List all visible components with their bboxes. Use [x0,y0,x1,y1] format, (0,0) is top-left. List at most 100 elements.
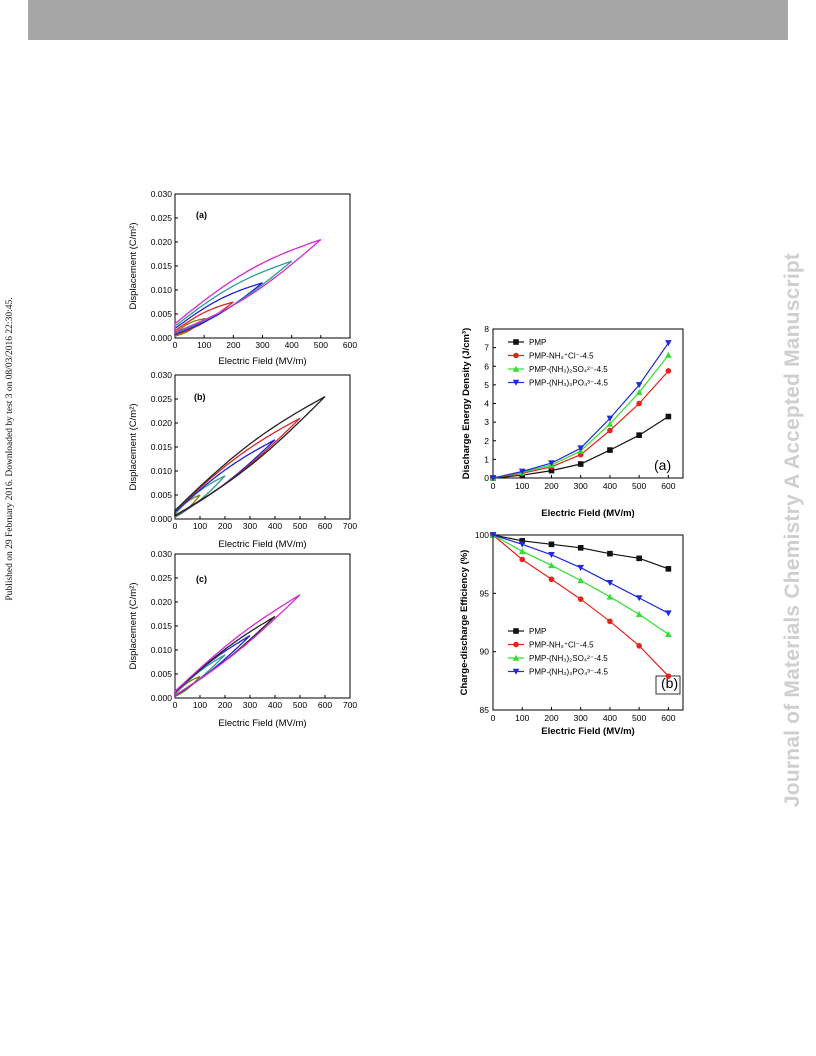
y-tick-label: 0.015 [151,261,173,271]
data-point [548,552,555,559]
x-tick-label: 100 [197,340,211,350]
x-tick-label: 300 [243,521,257,531]
y-tick-label: 0.030 [151,549,173,559]
y-tick-label: 0.030 [151,370,173,380]
y-tick-label: 0.010 [151,285,173,295]
y-axis-label: Displacement (C/m²) [128,222,139,309]
data-point [519,556,526,563]
y-tick-label: 0.020 [151,237,173,247]
data-point [518,541,526,548]
x-tick-label: 100 [193,700,207,710]
y-axis-label: Displacement (C/m²) [128,403,139,490]
hysteresis-loop [174,396,326,517]
x-tick-label: 600 [318,700,332,710]
legend-label: PMP-(NH₃)₂SO₄²⁻-4.5 [529,365,608,374]
x-tick-label: 700 [343,700,357,710]
x-tick-label: 600 [343,340,357,350]
hysteresis-loop [174,301,234,337]
panel-tag: (a) [654,457,671,473]
x-tick-label: 600 [661,713,675,723]
data-point [577,596,584,602]
hysteresis-loop [174,439,276,518]
y-tick-label: 90 [480,647,490,657]
data-point [636,643,642,649]
x-tick-label: 400 [603,713,617,723]
y-tick-label: 4 [484,399,489,409]
data-point [606,420,614,427]
data-point [635,389,643,396]
data-point [489,475,497,482]
x-tick-label: 0 [173,340,178,350]
x-tick-label: 500 [293,700,307,710]
data-point [577,564,584,571]
y-tick-label: 0.025 [151,394,173,404]
data-point [607,550,613,557]
x-tick-label: 100 [515,713,529,723]
data-point [548,562,555,569]
hysteresis-loop [174,317,207,337]
data-point [665,673,672,679]
data-point [489,532,497,539]
y-tick-label: 85 [480,705,490,715]
series-line [492,342,669,479]
data-point [518,468,526,475]
data-point [513,352,519,359]
x-axis-label: Electric Field (MV/m) [541,726,634,737]
x-tick-label: 500 [293,521,307,531]
y-tick-label: 0.000 [151,514,173,524]
data-point [665,351,672,358]
legend-label: PMP-NH₃⁺Cl⁻-4.5 [529,352,594,361]
legend-label: PMP-(NH₃)₃PO₄³⁻-4.5 [529,379,608,388]
data-point [606,593,614,600]
x-tick-label: 600 [318,521,332,531]
x-tick-label: 400 [268,700,282,710]
data-point [577,445,584,452]
x-tick-label: 200 [544,713,558,723]
data-point [512,654,520,661]
hysteresis-loop [174,282,263,336]
efficiency-chart: 0 100 200 300 400 500 600 85 90 95 100 Electric Fie… [459,530,684,737]
data-point [635,382,643,389]
y-axis-label: Discharge Energy Density (J/cm³) [461,328,472,480]
data-point [635,595,643,602]
y-tick-label: 0.010 [151,645,173,655]
data-point [606,580,614,587]
panel-tag: (b) [194,392,206,402]
y-tick-label: 0.030 [151,189,173,199]
data-point [665,566,672,572]
data-point [577,461,584,467]
y-tick-label: 0.000 [151,693,173,703]
side-caption-text: Published on 29 February 2016. Downloade… [5,297,15,601]
data-point [607,447,613,453]
y-tick-label: 3 [484,417,489,427]
data-point [665,610,672,617]
y-tick-label: 0.025 [151,213,173,223]
data-point [636,555,642,562]
hysteresis-loop [174,594,301,697]
data-point [548,467,555,474]
watermark-text: Journal of Materials Chemistry A Accepte… [781,252,804,808]
y-tick-label: 0.005 [151,490,173,500]
hysteresis-loop [174,238,322,334]
data-point [512,365,520,372]
data-point [519,538,526,544]
legend-label: PMP [529,627,546,636]
x-tick-label: 100 [193,521,207,531]
data-point [606,415,614,422]
x-tick-label: 0 [173,700,178,710]
data-point [577,545,584,551]
data-point [513,339,519,345]
hysteresis-loop [174,615,276,697]
x-tick-label: 100 [515,481,529,491]
y-axis-label: Displacement (C/m²) [128,582,139,669]
x-tick-label: 200 [218,521,232,531]
panel-tag: (a) [196,210,207,220]
x-tick-label: 200 [218,700,232,710]
y-tick-label: 0.000 [151,333,173,343]
watermark: Journal of Materials Chemistry A Accepte… [766,0,816,1056]
y-tick-label: 0.005 [151,669,173,679]
x-tick-label: 500 [632,481,646,491]
y-tick-label: 2 [484,436,489,446]
header-bar [28,0,788,40]
y-tick-label: 5 [484,380,489,390]
